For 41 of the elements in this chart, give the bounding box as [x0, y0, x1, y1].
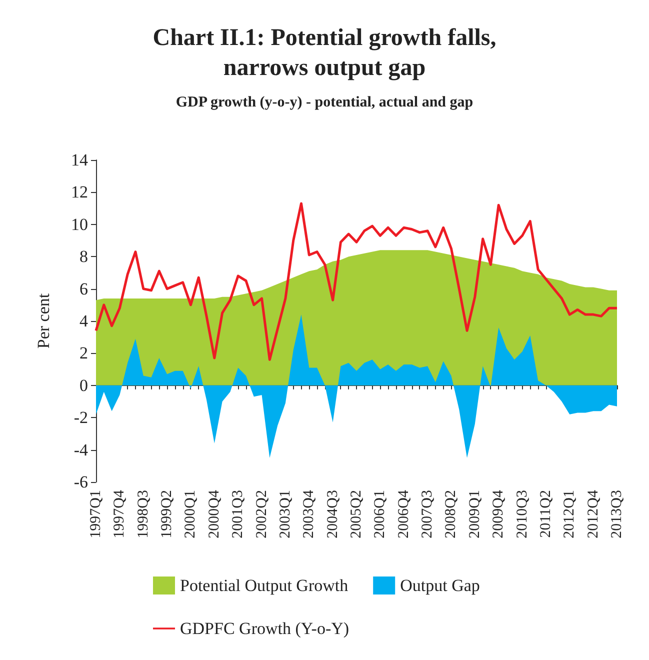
x-tick-label: 2001Q3 [230, 490, 246, 538]
x-tick-label: 2000Q4 [206, 490, 222, 538]
legend-label: Output Gap [400, 576, 480, 595]
x-tick-label: 2000Q1 [182, 490, 199, 538]
x-tick-label: 2012Q1 [562, 490, 578, 538]
x-tick-label: 2013Q3 [609, 490, 625, 538]
x-tick-label: 2012Q4 [585, 490, 602, 538]
y-tick-label: 10 [71, 214, 88, 234]
x-tick-label: 2003Q4 [301, 490, 318, 538]
y-tick-label: 8 [80, 247, 88, 266]
y-tick-label: 0 [80, 376, 88, 395]
x-tick-label: 2008Q2 [443, 490, 460, 538]
y-tick-label: -4 [74, 440, 88, 460]
y-tick-label: 12 [71, 182, 88, 202]
line-series [94, 202, 618, 361]
x-tick-label: 2007Q3 [420, 490, 436, 538]
y-tick-label: -6 [74, 472, 88, 492]
y-tick-label: -2 [74, 408, 88, 428]
y-tick-label: 2 [80, 344, 88, 363]
x-tick-label: 2003Q1 [277, 490, 294, 538]
x-tick-label: 2006Q1 [372, 490, 388, 538]
x-tick-label: 2002Q2 [254, 490, 270, 538]
chart-title: Chart II.1: Potential growth falls, narrows output gap [152, 25, 496, 81]
x-tick-label: 2005Q2 [348, 490, 364, 538]
x-tick-label: 2010Q3 [514, 490, 530, 538]
x-tick-label: 1997Q4 [112, 490, 128, 538]
y-tick-label: 14 [71, 150, 88, 170]
y-tick-label: 6 [80, 279, 88, 298]
x-tick-label: 2009Q4 [490, 490, 507, 538]
y-axis-title: Per cent [34, 293, 53, 349]
x-tick-label: 2011Q2 [538, 490, 554, 538]
x-tick-label: 1997Q1 [88, 490, 104, 538]
x-tick-label: 2009Q1 [466, 490, 483, 538]
y-tick-label: 4 [80, 312, 88, 330]
legend-label: GDPFC Growth (Y-o-Y) [180, 619, 350, 638]
x-tick-label: 2006Q4 [396, 490, 412, 538]
chart-subtitle: GDP growth (y-o-y) - potential, actual and gap [176, 94, 474, 110]
x-tick-label: 1998Q3 [135, 490, 152, 538]
x-tick-label: 1999Q2 [159, 490, 176, 538]
legend-label: Potential Output Growth [180, 576, 349, 595]
x-tick-label: 2004Q3 [324, 490, 341, 538]
